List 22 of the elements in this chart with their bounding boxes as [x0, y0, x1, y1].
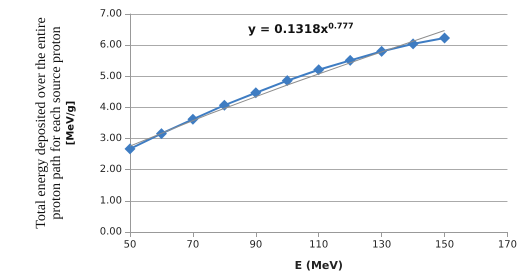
y-tick-label: 7.00: [100, 8, 122, 20]
point: [282, 75, 293, 86]
y-tick-label: 4.00: [100, 102, 122, 113]
point: [313, 64, 324, 76]
point: [439, 32, 450, 44]
x-tick-label: 130: [372, 240, 392, 250]
x-tick-label: 150: [435, 240, 454, 250]
x-tick-label: 90: [249, 240, 262, 250]
y-axis-title: Total energy deposited over the entire proton path for each source proton [MeV/g]: [34, 17, 76, 229]
x-tick-label: 110: [309, 240, 328, 250]
point: [250, 87, 262, 98]
y-tick-label: 6.00: [100, 40, 122, 51]
x-tick-label: 170: [498, 240, 518, 250]
y-tick-label: 0.00: [100, 226, 122, 238]
y-tick-label: 3.00: [100, 133, 122, 144]
y-tick-label: 5.00: [100, 70, 122, 82]
point: [124, 143, 136, 154]
x-tick-label: 50: [124, 240, 136, 250]
x-tick-label: 70: [186, 240, 200, 250]
y-tick-label: 1.00: [100, 195, 122, 206]
x-axis-title: E (MeV): [294, 259, 343, 272]
y-tick-label: 2.00: [100, 164, 122, 176]
